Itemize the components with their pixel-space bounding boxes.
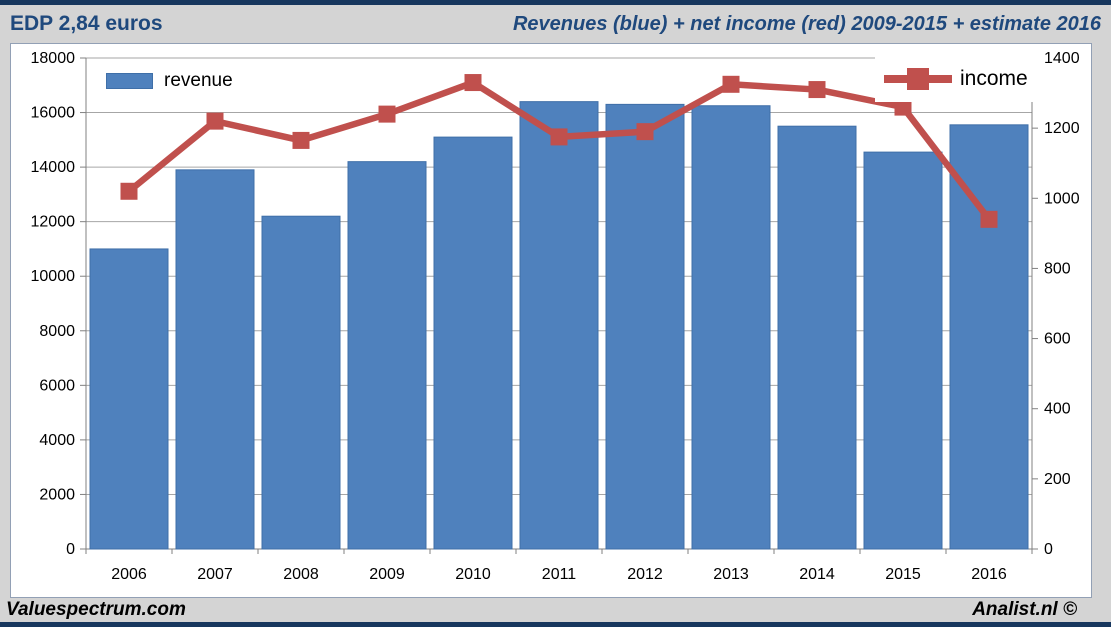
revenue-bar-2013 — [691, 105, 771, 550]
right-axis-label-1000: 1000 — [1044, 190, 1080, 207]
income-marker-2009 — [378, 105, 396, 123]
right-axis-label-1200: 1200 — [1044, 120, 1080, 137]
left-axis-label-4000: 4000 — [39, 432, 75, 449]
x-axis-label-2013: 2013 — [713, 566, 749, 583]
x-axis-label-2008: 2008 — [283, 566, 319, 583]
revenue-bar-2014 — [777, 125, 857, 550]
revenue-bar-2011 — [519, 101, 599, 550]
income-marker-2015 — [894, 98, 912, 116]
income-line-marker-icon — [884, 68, 952, 90]
income-marker-2014 — [808, 81, 826, 99]
income-marker-2007 — [206, 112, 224, 130]
right-axis-label-400: 400 — [1044, 401, 1071, 418]
revenue-swatch-icon — [106, 73, 153, 89]
left-axis-label-16000: 16000 — [31, 105, 76, 122]
left-axis-label-14000: 14000 — [31, 159, 76, 176]
chart-canvas: 0200040006000800010000120001400016000180… — [31, 50, 1080, 583]
revenue-bar-2016 — [949, 124, 1029, 550]
footer: Valuespectrum.com Analist.nl © — [0, 598, 1111, 622]
income-marker-2013 — [722, 75, 740, 93]
left-axis-label-10000: 10000 — [31, 268, 76, 285]
legend-revenue-label: revenue — [164, 70, 233, 91]
revenue-bar-2009 — [347, 161, 427, 550]
header: EDP 2,84 euros Revenues (blue) + net inc… — [0, 5, 1111, 43]
x-axis-label-2011: 2011 — [542, 566, 577, 583]
left-axis-label-6000: 6000 — [39, 377, 75, 394]
legend-income-label: income — [960, 67, 1028, 90]
left-axis-label-0: 0 — [66, 541, 75, 558]
chart-title: Revenues (blue) + net income (red) 2009-… — [512, 12, 1101, 35]
revenue-bar-2010 — [433, 136, 513, 550]
right-axis-label-200: 200 — [1044, 471, 1071, 488]
revenue-bar-2006 — [89, 248, 169, 550]
left-axis-label-18000: 18000 — [31, 50, 76, 67]
x-axis-label-2015: 2015 — [885, 566, 921, 583]
revenue-bar-2008 — [261, 215, 341, 550]
income-marker-2006 — [120, 182, 138, 200]
revenue-bar-2012 — [605, 103, 685, 550]
x-axis-label-2012: 2012 — [627, 566, 663, 583]
right-axis-label-800: 800 — [1044, 260, 1071, 277]
legend-revenue: revenue — [106, 70, 233, 92]
x-axis-label-2010: 2010 — [455, 566, 491, 583]
income-marker-2012 — [636, 123, 654, 141]
right-axis-label-600: 600 — [1044, 331, 1071, 348]
chart-panel: 0 2000 4000 6000 8000 10000 12000 14000 16000 180… — [10, 43, 1092, 598]
left-axis-label-12000: 12000 — [31, 214, 76, 231]
bottom-accent-strip — [0, 622, 1111, 627]
x-axis-label-2014: 2014 — [799, 566, 835, 583]
x-axis-label-2016: 2016 — [971, 566, 1007, 583]
footer-right-brand: Analist.nl © — [972, 599, 1077, 620]
left-axis-label-2000: 2000 — [39, 486, 75, 503]
footer-left-brand: Valuespectrum.com — [6, 599, 186, 620]
left-axis-label-8000: 8000 — [39, 323, 75, 340]
ticker-price-label: EDP 2,84 euros — [10, 12, 163, 35]
x-axis-label-2009: 2009 — [369, 566, 405, 583]
right-axis-label-0: 0 — [1044, 541, 1053, 558]
x-axis-label-2007: 2007 — [197, 566, 233, 583]
income-marker-2011 — [550, 128, 568, 146]
legend-income: income — [875, 56, 1038, 102]
income-marker-2010 — [464, 74, 482, 92]
income-marker-2008 — [292, 131, 310, 149]
income-marker-2016 — [980, 210, 998, 228]
right-axis-label-1400: 1400 — [1044, 50, 1080, 67]
x-axis-label-2006: 2006 — [111, 566, 147, 583]
revenue-bar-2007 — [175, 169, 255, 550]
top-accent-strip — [0, 0, 1111, 5]
revenue-bar-2015 — [863, 151, 943, 550]
